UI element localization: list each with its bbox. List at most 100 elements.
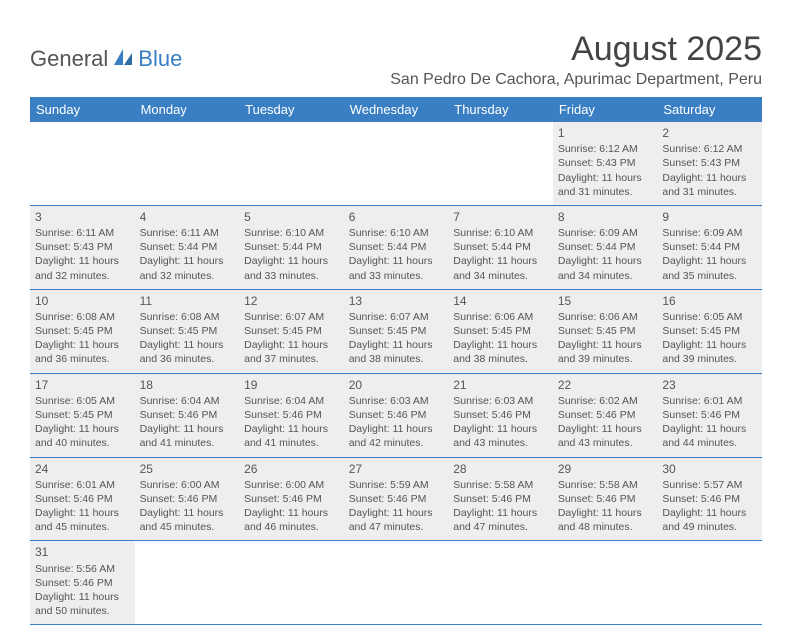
sunrise-text: Sunrise: 5:56 AM [35, 562, 130, 576]
day-header: Saturday [657, 97, 762, 122]
calendar-cell: 17Sunrise: 6:05 AMSunset: 5:45 PMDayligh… [30, 373, 135, 457]
daylight-text: and 47 minutes. [349, 520, 444, 534]
sunrise-text: Sunrise: 6:09 AM [662, 226, 757, 240]
sunrise-text: Sunrise: 6:10 AM [349, 226, 444, 240]
daylight-text: and 39 minutes. [558, 352, 653, 366]
calendar-cell: 2Sunrise: 6:12 AMSunset: 5:43 PMDaylight… [657, 122, 762, 205]
daylight-text: Daylight: 11 hours [140, 422, 235, 436]
daylight-text: Daylight: 11 hours [349, 506, 444, 520]
daylight-text: Daylight: 11 hours [662, 338, 757, 352]
day-number: 21 [453, 377, 548, 393]
daylight-text: and 44 minutes. [662, 436, 757, 450]
sunrise-text: Sunrise: 6:01 AM [662, 394, 757, 408]
daylight-text: Daylight: 11 hours [558, 254, 653, 268]
daylight-text: Daylight: 11 hours [35, 422, 130, 436]
calendar-week-row: 1Sunrise: 6:12 AMSunset: 5:43 PMDaylight… [30, 122, 762, 205]
sunrise-text: Sunrise: 6:12 AM [558, 142, 653, 156]
daylight-text: and 37 minutes. [244, 352, 339, 366]
sunrise-text: Sunrise: 6:11 AM [35, 226, 130, 240]
header: General Blue August 2025 San Pedro De Ca… [30, 30, 762, 89]
sunset-text: Sunset: 5:45 PM [453, 324, 548, 338]
day-number: 7 [453, 209, 548, 225]
day-number: 20 [349, 377, 444, 393]
daylight-text: and 33 minutes. [244, 269, 339, 283]
calendar-cell: 12Sunrise: 6:07 AMSunset: 5:45 PMDayligh… [239, 289, 344, 373]
calendar-cell: 15Sunrise: 6:06 AMSunset: 5:45 PMDayligh… [553, 289, 658, 373]
sunrise-text: Sunrise: 6:07 AM [244, 310, 339, 324]
day-number: 31 [35, 544, 130, 560]
sunset-text: Sunset: 5:46 PM [140, 408, 235, 422]
calendar-cell: 29Sunrise: 5:58 AMSunset: 5:46 PMDayligh… [553, 457, 658, 541]
daylight-text: and 36 minutes. [140, 352, 235, 366]
daylight-text: and 34 minutes. [558, 269, 653, 283]
day-number: 24 [35, 461, 130, 477]
sunset-text: Sunset: 5:46 PM [662, 492, 757, 506]
calendar-cell: 30Sunrise: 5:57 AMSunset: 5:46 PMDayligh… [657, 457, 762, 541]
sunrise-text: Sunrise: 5:57 AM [662, 478, 757, 492]
daylight-text: Daylight: 11 hours [35, 254, 130, 268]
calendar-cell: 14Sunrise: 6:06 AMSunset: 5:45 PMDayligh… [448, 289, 553, 373]
day-header: Tuesday [239, 97, 344, 122]
sunset-text: Sunset: 5:46 PM [453, 408, 548, 422]
day-header: Wednesday [344, 97, 449, 122]
sunset-text: Sunset: 5:46 PM [453, 492, 548, 506]
sunrise-text: Sunrise: 6:05 AM [35, 394, 130, 408]
daylight-text: and 49 minutes. [662, 520, 757, 534]
page-title: August 2025 [390, 30, 762, 69]
daylight-text: and 48 minutes. [558, 520, 653, 534]
sunset-text: Sunset: 5:46 PM [140, 492, 235, 506]
daylight-text: Daylight: 11 hours [662, 422, 757, 436]
sunrise-text: Sunrise: 6:12 AM [662, 142, 757, 156]
sunrise-text: Sunrise: 6:09 AM [558, 226, 653, 240]
calendar-cell [553, 541, 658, 625]
daylight-text: Daylight: 11 hours [349, 338, 444, 352]
day-header: Sunday [30, 97, 135, 122]
sunset-text: Sunset: 5:43 PM [558, 156, 653, 170]
calendar-cell: 28Sunrise: 5:58 AMSunset: 5:46 PMDayligh… [448, 457, 553, 541]
sunset-text: Sunset: 5:44 PM [453, 240, 548, 254]
day-number: 11 [140, 293, 235, 309]
sunrise-text: Sunrise: 6:03 AM [453, 394, 548, 408]
daylight-text: and 38 minutes. [453, 352, 548, 366]
calendar-cell: 5Sunrise: 6:10 AMSunset: 5:44 PMDaylight… [239, 205, 344, 289]
daylight-text: and 35 minutes. [662, 269, 757, 283]
day-number: 19 [244, 377, 339, 393]
sunset-text: Sunset: 5:44 PM [558, 240, 653, 254]
calendar-cell [448, 122, 553, 205]
calendar-cell: 1Sunrise: 6:12 AMSunset: 5:43 PMDaylight… [553, 122, 658, 205]
daylight-text: Daylight: 11 hours [244, 422, 339, 436]
sunrise-text: Sunrise: 6:03 AM [349, 394, 444, 408]
calendar-cell: 26Sunrise: 6:00 AMSunset: 5:46 PMDayligh… [239, 457, 344, 541]
daylight-text: Daylight: 11 hours [349, 422, 444, 436]
sunrise-text: Sunrise: 6:06 AM [453, 310, 548, 324]
sunset-text: Sunset: 5:45 PM [244, 324, 339, 338]
daylight-text: and 46 minutes. [244, 520, 339, 534]
sunset-text: Sunset: 5:44 PM [662, 240, 757, 254]
sunrise-text: Sunrise: 6:01 AM [35, 478, 130, 492]
calendar-cell: 11Sunrise: 6:08 AMSunset: 5:45 PMDayligh… [135, 289, 240, 373]
daylight-text: Daylight: 11 hours [140, 338, 235, 352]
calendar-cell: 27Sunrise: 5:59 AMSunset: 5:46 PMDayligh… [344, 457, 449, 541]
daylight-text: and 38 minutes. [349, 352, 444, 366]
daylight-text: and 47 minutes. [453, 520, 548, 534]
daylight-text: and 41 minutes. [244, 436, 339, 450]
calendar-cell: 3Sunrise: 6:11 AMSunset: 5:43 PMDaylight… [30, 205, 135, 289]
calendar-cell [344, 541, 449, 625]
calendar-cell: 4Sunrise: 6:11 AMSunset: 5:44 PMDaylight… [135, 205, 240, 289]
calendar-cell [30, 122, 135, 205]
calendar-cell: 16Sunrise: 6:05 AMSunset: 5:45 PMDayligh… [657, 289, 762, 373]
daylight-text: Daylight: 11 hours [35, 590, 130, 604]
calendar-week-row: 31Sunrise: 5:56 AMSunset: 5:46 PMDayligh… [30, 541, 762, 625]
sunrise-text: Sunrise: 6:10 AM [453, 226, 548, 240]
daylight-text: and 50 minutes. [35, 604, 130, 618]
calendar-cell: 9Sunrise: 6:09 AMSunset: 5:44 PMDaylight… [657, 205, 762, 289]
sunset-text: Sunset: 5:45 PM [140, 324, 235, 338]
daylight-text: Daylight: 11 hours [35, 506, 130, 520]
calendar-cell [135, 541, 240, 625]
sunset-text: Sunset: 5:43 PM [662, 156, 757, 170]
sunset-text: Sunset: 5:46 PM [244, 492, 339, 506]
day-number: 15 [558, 293, 653, 309]
daylight-text: and 32 minutes. [140, 269, 235, 283]
daylight-text: Daylight: 11 hours [140, 506, 235, 520]
day-header: Monday [135, 97, 240, 122]
